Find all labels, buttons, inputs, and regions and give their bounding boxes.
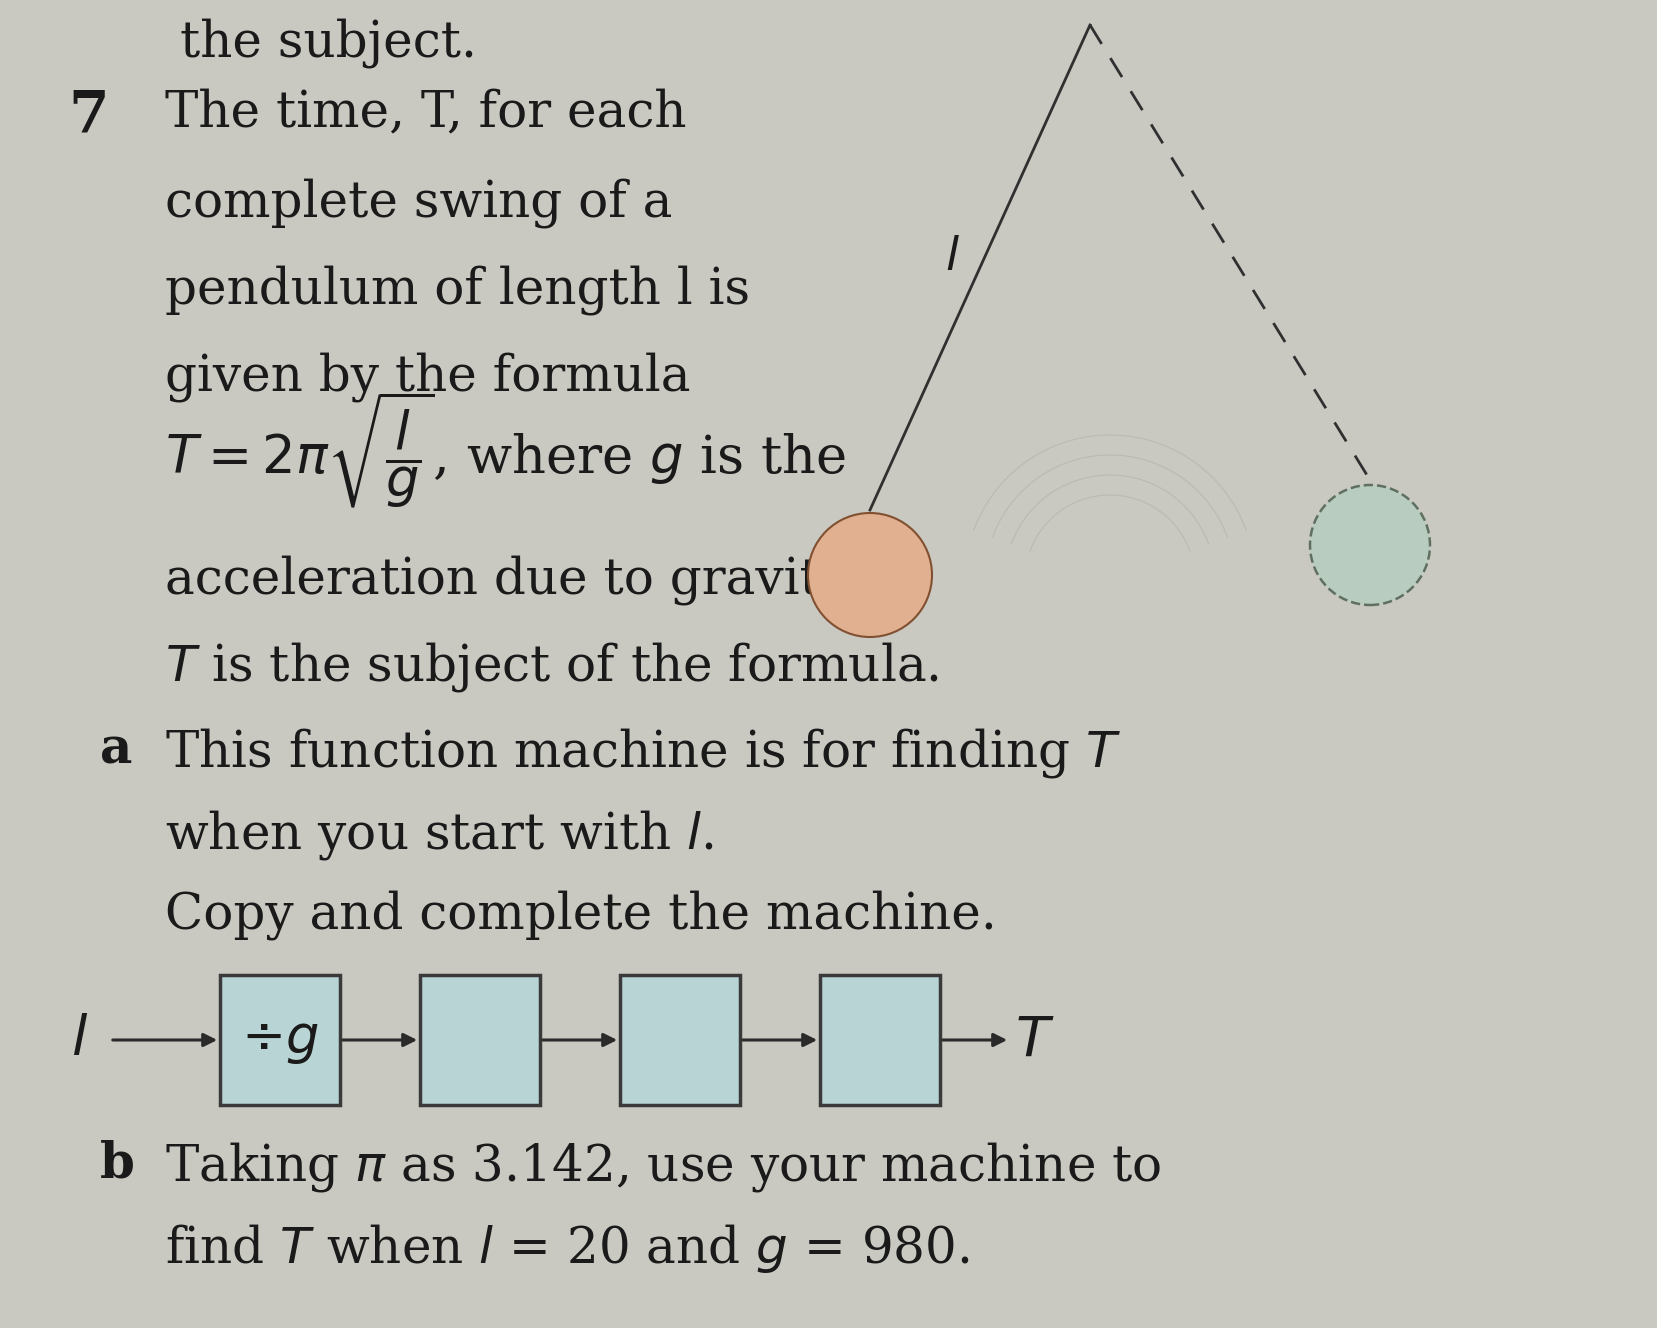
Text: pendulum of length l is: pendulum of length l is (166, 266, 749, 315)
Text: acceleration due to gravity.: acceleration due to gravity. (166, 555, 857, 606)
Text: $l$: $l$ (71, 1013, 88, 1068)
Text: $l$: $l$ (944, 234, 959, 280)
Text: b: b (99, 1139, 134, 1189)
Text: Copy and complete the machine.: Copy and complete the machine. (166, 890, 996, 940)
FancyBboxPatch shape (620, 975, 739, 1105)
FancyBboxPatch shape (820, 975, 940, 1105)
Text: Taking $\pi$ as 3.142, use your machine to: Taking $\pi$ as 3.142, use your machine … (166, 1139, 1160, 1194)
Text: when you start with $l$.: when you start with $l$. (166, 807, 713, 862)
Text: 7: 7 (68, 88, 109, 143)
Circle shape (1309, 485, 1428, 606)
Text: find $T$ when $l$ = 20 and $g$ = 980.: find $T$ when $l$ = 20 and $g$ = 980. (166, 1222, 969, 1275)
FancyBboxPatch shape (419, 975, 540, 1105)
Text: $T$ is the subject of the formula.: $T$ is the subject of the formula. (166, 640, 938, 695)
Text: complete swing of a: complete swing of a (166, 178, 673, 228)
Text: $T$: $T$ (1014, 1013, 1054, 1068)
FancyBboxPatch shape (220, 975, 340, 1105)
Text: The time, T, for each: The time, T, for each (166, 88, 686, 138)
Text: a: a (99, 726, 133, 776)
Circle shape (807, 513, 931, 637)
Text: the subject.: the subject. (181, 19, 477, 68)
Text: $\div g$: $\div g$ (240, 1015, 318, 1065)
Text: This function machine is for finding $T$: This function machine is for finding $T$ (166, 726, 1120, 780)
Text: $T = 2\pi\sqrt{\dfrac{l}{g}}$, where $g$ is the: $T = 2\pi\sqrt{\dfrac{l}{g}}$, where $g$… (166, 390, 845, 510)
Text: given by the formula: given by the formula (166, 352, 689, 402)
